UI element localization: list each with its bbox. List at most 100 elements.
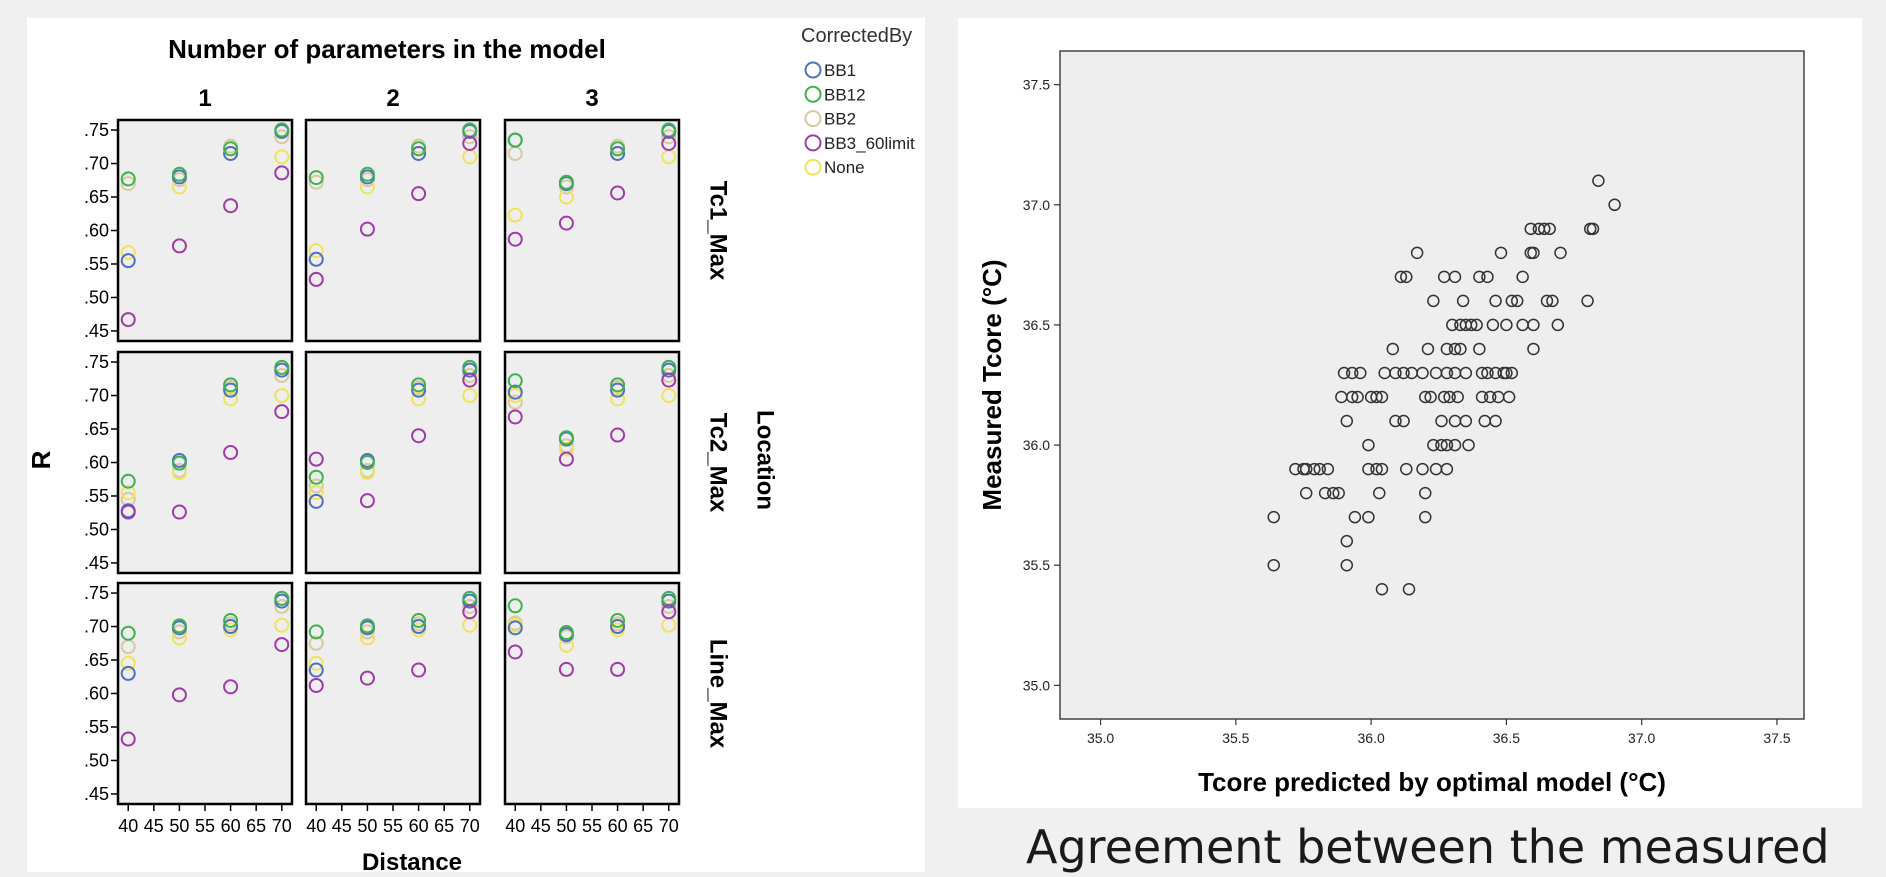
x-tick-label: 50	[556, 816, 576, 836]
data-point-BB12	[610, 141, 626, 157]
data-point-BB3_60limit	[120, 312, 136, 328]
data-point-BB12	[411, 613, 427, 629]
y-tick-label: .65	[84, 650, 109, 670]
data-point-None	[558, 441, 574, 457]
column-header: 2	[386, 85, 399, 112]
data-point-BB3_60limit	[462, 604, 478, 620]
x-tick-label: 45	[332, 816, 352, 836]
data-point	[1448, 438, 1462, 452]
legend-title: CorrectedBy	[801, 25, 912, 47]
data-point-None	[610, 391, 626, 407]
data-point-BB1	[610, 145, 626, 161]
data-point-BB3_60limit	[223, 444, 239, 460]
data-point	[1267, 558, 1280, 572]
data-point	[1543, 222, 1556, 236]
data-point	[1510, 294, 1524, 308]
data-point-BB12	[308, 170, 324, 186]
data-point	[1321, 462, 1335, 476]
x-tick-label: 36.5	[1493, 730, 1520, 746]
data-point-BB1	[507, 620, 523, 636]
y-tick-label: .45	[84, 321, 109, 341]
data-point	[1340, 558, 1354, 572]
data-point	[1410, 246, 1424, 260]
data-point-BB3_60limit	[661, 135, 677, 151]
data-point	[1540, 294, 1554, 308]
data-point	[1332, 486, 1345, 500]
data-point	[1418, 486, 1432, 500]
x-tick-label: 60	[221, 816, 241, 836]
y-axis-label: R	[27, 450, 56, 469]
data-point	[1337, 366, 1351, 380]
data-point	[1362, 510, 1375, 524]
data-point	[1400, 462, 1413, 476]
data-point	[1446, 318, 1459, 332]
data-point-BB3_60limit	[274, 165, 290, 181]
data-point	[1421, 342, 1435, 356]
data-point-BB1	[308, 493, 324, 509]
data-point	[1299, 462, 1313, 476]
y-tick-label: 37.5	[1023, 77, 1050, 93]
data-point-BB12	[411, 141, 427, 157]
data-point	[1527, 342, 1540, 356]
agreement-scatter-chart: 35.0 35.5 36.0 36.5 37.0 37.5 35.0 35.5 36.0 36.5…	[977, 50, 1805, 797]
data-point-BB12	[223, 613, 239, 629]
column-header: 3	[585, 85, 598, 112]
legend-marker	[804, 134, 822, 152]
y-tick-label: .45	[84, 553, 109, 573]
y-tick-label: .55	[84, 486, 109, 506]
data-point-BB3_60limit	[462, 135, 478, 151]
data-point-BB2	[171, 624, 187, 640]
data-point	[1494, 246, 1508, 260]
data-point	[1345, 390, 1359, 404]
x-tick-label: 70	[659, 816, 679, 836]
data-point	[1456, 294, 1470, 308]
data-point	[1362, 462, 1375, 476]
legend-label: BB3_60limit	[824, 134, 915, 153]
data-point-BB1	[507, 384, 523, 400]
y-tick-label: .75	[84, 352, 109, 372]
facet-panel-Tc1_Max-1	[116, 118, 294, 343]
data-point	[1351, 390, 1364, 404]
y-tick-label: .70	[84, 617, 109, 637]
data-point	[1551, 318, 1565, 332]
y-tick-label: .65	[84, 419, 109, 439]
data-point	[1416, 366, 1429, 380]
data-point-BB1	[610, 619, 626, 635]
data-point	[1299, 486, 1313, 500]
x-tick-label: 50	[357, 816, 377, 836]
data-point-BB3_60limit	[223, 198, 239, 214]
y-tick-label: .45	[84, 784, 109, 804]
data-point-BB3_60limit	[359, 493, 375, 509]
facet-panel-Tc2_Max-2	[304, 350, 482, 575]
x-tick-label: 45	[144, 816, 164, 836]
data-point-BB3_60limit	[411, 662, 427, 678]
y-axis-label: Measured Tcore (°C)	[977, 259, 1007, 510]
facet-panel-Tc2_Max-3	[503, 350, 681, 575]
data-point	[1502, 390, 1516, 404]
column-header: 1	[198, 85, 211, 112]
data-point-BB3_60limit	[411, 428, 427, 444]
data-point-BB1	[308, 662, 324, 678]
x-tick-label: 37.0	[1628, 730, 1655, 746]
legend-label: BB12	[824, 85, 866, 104]
data-point-BB3_60limit	[359, 221, 375, 237]
data-point-BB3_60limit	[558, 661, 574, 677]
data-point-BB12	[120, 473, 136, 489]
data-point-BB12	[507, 598, 523, 614]
data-point	[1435, 438, 1448, 452]
slide-caption: Agreement between the measured	[1026, 820, 1830, 874]
data-point-BB12	[274, 359, 290, 375]
data-point-None	[308, 485, 324, 501]
data-point	[1608, 198, 1621, 212]
data-point-BB3_60limit	[610, 427, 626, 443]
data-point	[1500, 366, 1513, 380]
data-point-None	[411, 391, 427, 407]
x-tick-label: 55	[383, 816, 403, 836]
data-point-BB3_60limit	[274, 404, 290, 420]
data-point-BB12	[558, 625, 574, 641]
data-point-BB12	[359, 618, 375, 634]
data-point	[1397, 366, 1410, 380]
data-point-BB12	[171, 618, 187, 634]
facet-panel-Tc2_Max-1	[116, 350, 294, 575]
row-header: Tc2_Max	[705, 413, 732, 513]
